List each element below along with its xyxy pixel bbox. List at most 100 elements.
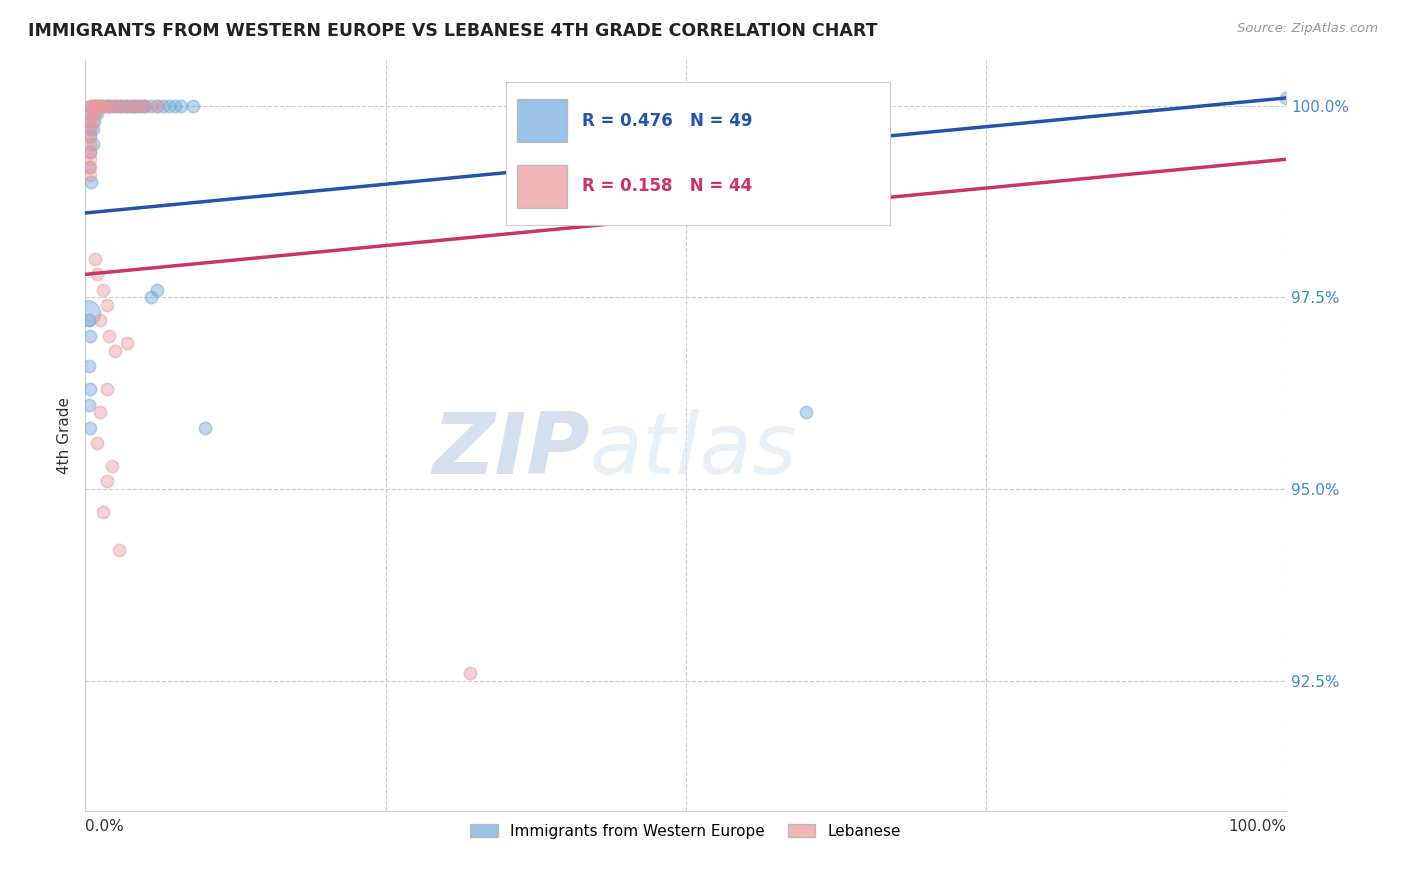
Text: ZIP: ZIP: [432, 409, 589, 491]
Point: [79, 145, 101, 159]
Point: [84, 252, 107, 266]
Point: [86, 98, 108, 112]
Point: [141, 98, 163, 112]
Point: [83, 114, 105, 128]
Point: [93, 283, 115, 297]
Point: [79, 98, 101, 112]
Point: [86, 436, 108, 450]
Point: [141, 290, 163, 304]
Point: [79, 328, 101, 343]
Point: [104, 98, 127, 112]
Point: [79, 421, 101, 435]
Point: [165, 98, 187, 112]
Point: [89, 98, 111, 112]
Point: [93, 98, 115, 112]
Point: [128, 98, 150, 112]
Point: [146, 98, 169, 112]
Point: [125, 98, 148, 112]
Point: [83, 106, 105, 120]
Point: [89, 313, 111, 327]
Point: [79, 129, 101, 144]
Point: [98, 98, 121, 112]
Point: [82, 106, 104, 120]
Point: [98, 98, 121, 112]
Point: [82, 98, 104, 112]
Point: [170, 98, 193, 112]
Text: Source: ZipAtlas.com: Source: ZipAtlas.com: [1237, 22, 1378, 36]
Point: [79, 153, 101, 167]
Point: [77, 313, 100, 327]
Point: [79, 121, 101, 136]
Point: [117, 336, 139, 351]
Point: [101, 98, 124, 112]
Point: [157, 98, 180, 112]
Point: [93, 98, 115, 112]
Point: [1275, 91, 1298, 105]
Point: [110, 98, 132, 112]
Point: [79, 129, 101, 144]
Point: [152, 98, 174, 112]
Point: [110, 98, 132, 112]
Point: [96, 298, 118, 312]
Point: [96, 98, 118, 112]
Point: [101, 458, 124, 473]
Point: [89, 405, 111, 419]
Point: [82, 114, 104, 128]
Point: [120, 98, 142, 112]
Point: [84, 98, 107, 112]
Point: [122, 98, 145, 112]
Point: [82, 121, 104, 136]
Point: [86, 98, 108, 112]
Point: [79, 106, 101, 120]
Point: [96, 98, 118, 112]
Point: [77, 359, 100, 374]
Point: [794, 405, 817, 419]
Point: [117, 98, 139, 112]
Point: [98, 328, 121, 343]
Point: [79, 114, 101, 128]
Point: [108, 98, 131, 112]
Point: [458, 666, 481, 681]
Point: [146, 98, 169, 112]
Point: [122, 98, 145, 112]
Point: [108, 543, 131, 558]
Point: [86, 268, 108, 282]
Point: [80, 98, 103, 112]
Point: [80, 175, 103, 189]
Point: [82, 136, 104, 151]
Point: [134, 98, 156, 112]
Point: [79, 145, 101, 159]
Point: [132, 98, 155, 112]
Point: [734, 98, 756, 112]
Point: [79, 160, 101, 174]
Point: [77, 398, 100, 412]
Text: IMMIGRANTS FROM WESTERN EUROPE VS LEBANESE 4TH GRADE CORRELATION CHART: IMMIGRANTS FROM WESTERN EUROPE VS LEBANE…: [28, 22, 877, 40]
Point: [84, 98, 107, 112]
Y-axis label: 4th Grade: 4th Grade: [58, 397, 72, 474]
Point: [117, 98, 139, 112]
Point: [104, 344, 127, 359]
Text: 0.0%: 0.0%: [86, 819, 124, 834]
Point: [114, 98, 136, 112]
Point: [79, 136, 101, 151]
Point: [79, 383, 101, 397]
Point: [134, 98, 156, 112]
Point: [76, 306, 98, 320]
Point: [146, 283, 169, 297]
Point: [77, 160, 100, 174]
Point: [104, 98, 127, 112]
Point: [84, 106, 107, 120]
Point: [96, 475, 118, 489]
Point: [79, 106, 101, 120]
Point: [79, 168, 101, 182]
Text: 100.0%: 100.0%: [1227, 819, 1286, 834]
Point: [89, 98, 111, 112]
Point: [86, 106, 108, 120]
Point: [96, 383, 118, 397]
Point: [183, 98, 205, 112]
Point: [194, 421, 217, 435]
Point: [128, 98, 150, 112]
Legend: Immigrants from Western Europe, Lebanese: Immigrants from Western Europe, Lebanese: [464, 818, 907, 845]
Point: [79, 114, 101, 128]
Point: [79, 121, 101, 136]
